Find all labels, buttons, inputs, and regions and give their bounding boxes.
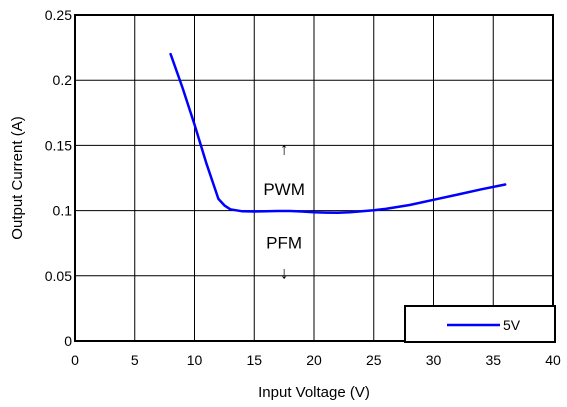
y-tick-label: 0.15	[45, 137, 72, 153]
y-tick-label: 0.25	[45, 7, 72, 23]
tick-labels: 0 5 10 15 20 25 30 35 40 0 0.05 0.1 0.15 0.2 0.25	[45, 7, 561, 368]
annotation-0: ↑	[280, 140, 289, 159]
y-tick-label: 0	[64, 333, 72, 349]
annotations: ↑ PWM PFM ↓	[263, 140, 305, 283]
plot-frame	[74, 14, 554, 342]
y-tick-label: 0.2	[53, 72, 73, 88]
annotation-3: ↓	[280, 263, 289, 282]
x-tick-label: 40	[545, 352, 561, 368]
x-tick-label: 10	[187, 352, 203, 368]
annotation-2: PFM	[266, 233, 302, 252]
x-tick-label: 0	[71, 352, 79, 368]
legend-label: 5V	[503, 317, 521, 333]
x-tick-label: 35	[485, 352, 501, 368]
y-axis-title: Output Current (A)	[9, 116, 26, 239]
series-layer	[169, 52, 507, 214]
x-tick-label: 20	[306, 352, 322, 368]
x-tick-label: 25	[366, 352, 382, 368]
legend: 5V	[404, 305, 556, 343]
x-tick-label: 5	[131, 352, 139, 368]
annotation-1: PWM	[263, 180, 305, 199]
grid	[75, 15, 553, 341]
x-axis-title: Input Voltage (V)	[258, 384, 370, 401]
y-tick-label: 0.05	[45, 268, 72, 284]
series-line-5V	[169, 52, 507, 214]
x-tick-label: 15	[246, 352, 262, 368]
x-tick-label: 30	[426, 352, 442, 368]
y-tick-label: 0.1	[53, 203, 73, 219]
